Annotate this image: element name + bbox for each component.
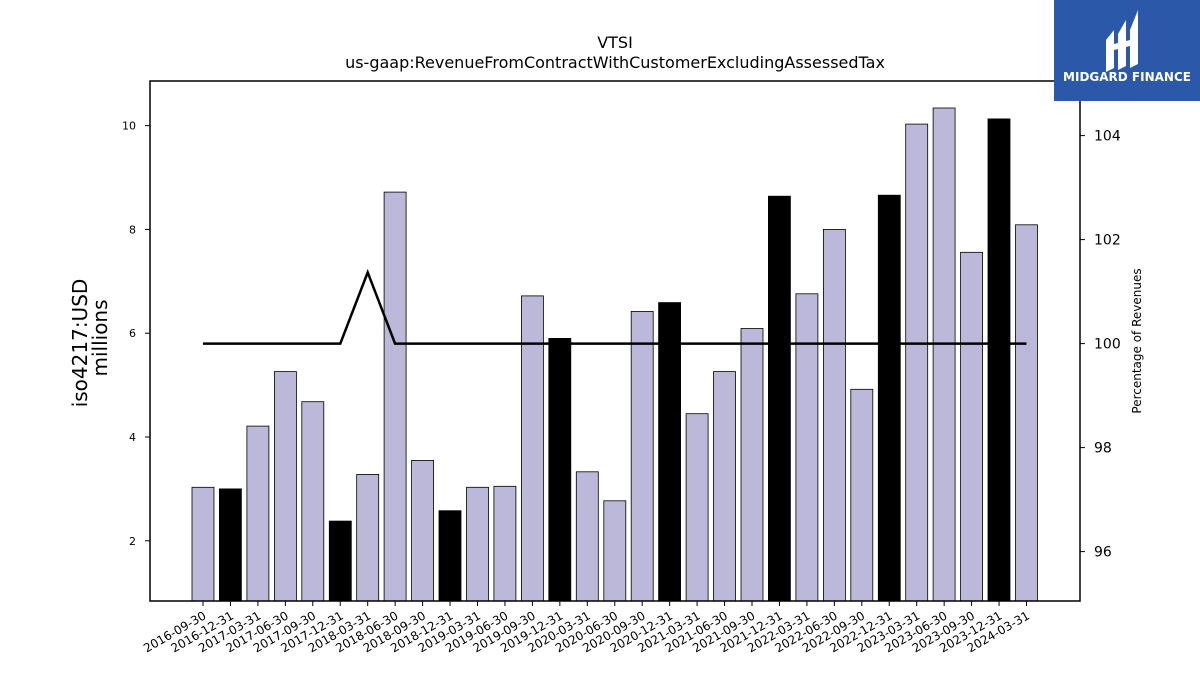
logo-background xyxy=(1054,0,1200,101)
y2-axis-label: Percentage of Revenues xyxy=(1130,268,1144,413)
bar-2018-03-31 xyxy=(356,473,380,602)
bar-2018-12-31 xyxy=(438,510,462,602)
y-tick-label-2: 2 xyxy=(129,535,136,548)
bar-2017-12-31 xyxy=(328,520,352,602)
midgard-finance-logo: MIDGARD FINANCE xyxy=(1054,0,1200,101)
bar-2019-12-31 xyxy=(548,337,572,602)
bar-2023-03-31 xyxy=(905,123,929,602)
bar-2021-03-31 xyxy=(685,413,709,602)
bar-2024-03-31 xyxy=(1015,224,1038,602)
bar-2020-06-30 xyxy=(603,500,627,602)
y2-tick-label-102: 102 xyxy=(1094,233,1121,249)
bar-2021-12-31 xyxy=(768,195,791,602)
logo-text: MIDGARD FINANCE xyxy=(1063,70,1191,84)
bar-2017-09-30 xyxy=(301,401,325,602)
bar-2023-06-30 xyxy=(932,107,956,602)
bar-2021-06-30 xyxy=(713,371,736,602)
bar-series xyxy=(191,107,1038,602)
percentage-line-series xyxy=(203,268,1027,345)
y2-tick-label-104: 104 xyxy=(1094,129,1121,145)
bar-2022-03-31 xyxy=(795,293,819,602)
bar-2022-06-30 xyxy=(823,228,846,602)
logo-mark-icon xyxy=(1106,10,1138,72)
bar-2019-09-30 xyxy=(521,295,544,602)
bar-2017-03-31 xyxy=(246,425,270,602)
y2-tick-label-100: 100 xyxy=(1094,337,1121,353)
bar-2020-12-31 xyxy=(658,302,681,602)
bar-2019-06-30 xyxy=(493,485,517,602)
y-tick-label-8: 8 xyxy=(129,223,136,236)
bar-2020-09-30 xyxy=(630,310,654,602)
y2-tick-label-98: 98 xyxy=(1094,441,1112,457)
bar-2022-12-31 xyxy=(877,194,901,602)
y-tick-label-6: 6 xyxy=(129,327,136,340)
percentage-line xyxy=(203,268,1027,345)
y-axis-right: 96 98 100 102 104 xyxy=(1080,129,1121,561)
bar-2020-03-31 xyxy=(575,471,599,602)
y-tick-label-10: 10 xyxy=(122,120,136,133)
bar-2016-12-31 xyxy=(218,488,242,602)
bar-2021-09-30 xyxy=(740,328,764,602)
chart-subtitle: us-gaap:RevenueFromContractWithCustomerE… xyxy=(345,53,885,72)
y2-tick-label-96: 96 xyxy=(1094,545,1112,561)
bar-2022-09-30 xyxy=(850,388,874,602)
chart-title: VTSI xyxy=(597,33,633,52)
y-tick-label-4: 4 xyxy=(129,431,136,444)
y-axis-left: 2 4 6 8 10 xyxy=(122,120,150,548)
bar-2017-06-30 xyxy=(273,371,297,602)
bar-2016-09-30 xyxy=(191,486,215,602)
bar-2019-03-31 xyxy=(466,486,489,602)
bar-2018-09-30 xyxy=(411,459,435,602)
bar-2018-06-30 xyxy=(383,191,407,602)
y-axis-label-line2: millions xyxy=(88,299,112,376)
x-axis: 2016-09-302016-12-312017-03-312017-06-30… xyxy=(141,601,1032,655)
bar-2023-09-30 xyxy=(960,251,983,602)
y-axis-label-line1: iso4217:USD xyxy=(68,279,92,408)
bar-2023-12-31 xyxy=(987,118,1011,602)
